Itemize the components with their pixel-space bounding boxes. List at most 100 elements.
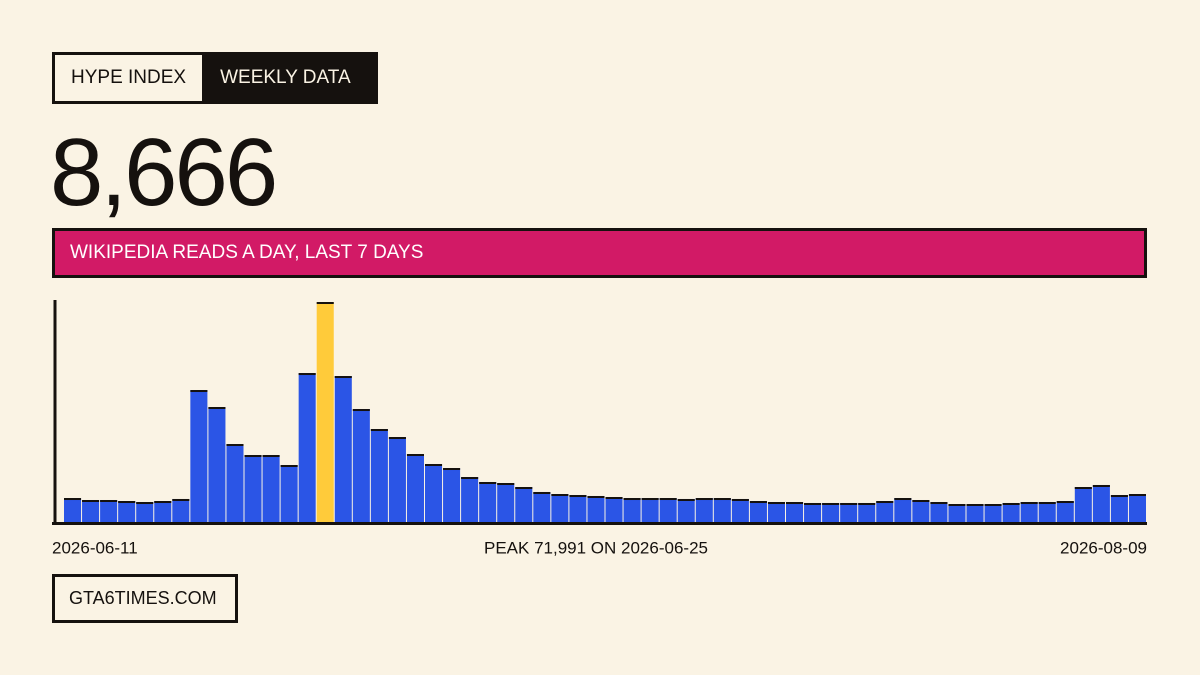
bar-cap <box>731 498 749 501</box>
bar <box>786 502 804 522</box>
bar <box>749 501 767 522</box>
bar <box>370 429 388 522</box>
tabs: HYPE INDEX WEEKLY DATA <box>52 52 378 104</box>
bar-cap <box>569 495 587 498</box>
bar-cap <box>82 499 100 502</box>
banner: WIKIPEDIA READS A DAY, LAST 7 DAYS <box>52 228 1147 278</box>
bar-cap <box>425 463 443 466</box>
bar-cap <box>587 495 605 498</box>
bar-cap <box>677 498 695 501</box>
bar <box>876 501 894 522</box>
bar-cap <box>1074 487 1092 490</box>
bar-cap <box>280 465 298 468</box>
bar <box>154 501 172 522</box>
bar-cap <box>479 481 497 484</box>
x-tick-label: 2026-08-09 <box>1060 538 1147 557</box>
bar <box>912 499 930 522</box>
bar <box>533 491 551 522</box>
bar <box>1092 484 1110 522</box>
bar-cap <box>118 501 136 504</box>
bar <box>388 437 406 522</box>
bar-cap <box>1128 494 1146 497</box>
bar-cap <box>1092 484 1110 487</box>
bar <box>316 302 334 522</box>
bar-cap <box>136 502 154 505</box>
bar <box>1002 502 1020 522</box>
bar-cap <box>334 376 352 379</box>
bar-cap <box>984 504 1002 507</box>
bar-cap <box>948 504 966 507</box>
bar <box>822 502 840 522</box>
bar-cap <box>262 455 280 458</box>
bar <box>82 499 100 522</box>
bar-cap <box>533 491 551 494</box>
bar-cap <box>713 498 731 501</box>
bar <box>1074 487 1092 522</box>
bar-cap <box>858 502 876 505</box>
bar <box>64 498 82 522</box>
bar <box>894 498 912 522</box>
bar <box>587 495 605 522</box>
bar <box>840 502 858 522</box>
bar <box>984 504 1002 522</box>
bar <box>425 463 443 522</box>
bar-cap <box>190 390 208 393</box>
bar <box>226 444 244 522</box>
tab-active[interactable]: WEEKLY DATA <box>202 55 375 101</box>
bar <box>190 390 208 522</box>
bar-cap <box>551 494 569 497</box>
tab[interactable]: HYPE INDEX <box>71 67 187 88</box>
bar-cap <box>352 409 370 412</box>
bar-cap <box>461 477 479 480</box>
bar-cap <box>804 502 822 505</box>
bar-cap <box>370 429 388 432</box>
bar-cap <box>1002 502 1020 505</box>
bar-cap <box>316 302 334 304</box>
bar <box>1020 502 1038 522</box>
bar <box>172 498 190 522</box>
bar-cap <box>388 437 406 440</box>
bar-cap <box>840 502 858 505</box>
bar-cap <box>876 501 894 504</box>
bar <box>731 498 749 522</box>
bar <box>551 494 569 522</box>
bar-cap <box>1056 501 1074 504</box>
bar-cap <box>497 483 515 486</box>
bar <box>497 483 515 522</box>
bar <box>948 504 966 522</box>
bar-cap <box>298 373 316 376</box>
bar <box>334 376 352 522</box>
bar-cap <box>786 502 804 505</box>
bar <box>118 501 136 522</box>
bar-cap <box>1038 502 1056 505</box>
bar <box>767 502 785 522</box>
bar <box>605 497 623 522</box>
bar <box>443 468 461 522</box>
bar-cap <box>443 468 461 471</box>
bar <box>930 502 948 522</box>
bar-cap <box>64 498 82 501</box>
bar-cap <box>912 499 930 502</box>
bar <box>262 455 280 522</box>
bar <box>298 373 316 522</box>
bar <box>623 498 641 522</box>
bar-cap <box>767 502 785 505</box>
bar-cap <box>659 498 677 501</box>
bar <box>804 502 822 522</box>
bar-cap <box>822 502 840 505</box>
bar <box>244 455 262 522</box>
site-link[interactable]: GTA6TIMES.COM <box>52 574 238 623</box>
bar <box>136 502 154 522</box>
bar <box>695 498 713 522</box>
bar-cap <box>749 501 767 504</box>
bar <box>966 504 984 522</box>
bar-cap <box>172 498 190 501</box>
bar <box>515 487 533 522</box>
bar <box>659 498 677 522</box>
headline-value: 8,666 <box>50 119 278 226</box>
bar-cap <box>244 455 262 458</box>
bar <box>713 498 731 522</box>
bar-cap <box>515 487 533 490</box>
bar-cap <box>966 504 984 507</box>
bar <box>677 498 695 522</box>
